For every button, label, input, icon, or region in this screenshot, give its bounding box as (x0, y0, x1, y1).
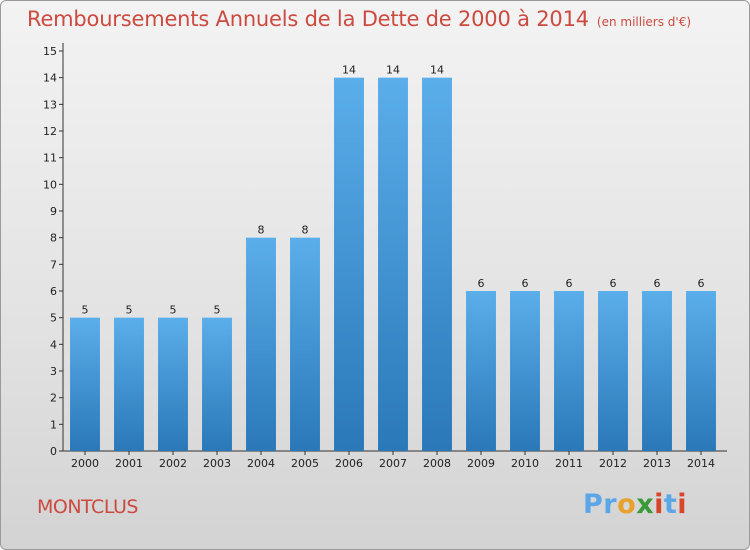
y-tick-label: 2 (50, 392, 57, 405)
proxiti-logo[interactable]: Proxiti (583, 489, 687, 520)
chart-header: Remboursements Annuels de la Dette de 20… (27, 7, 691, 31)
data-label: 8 (258, 224, 265, 237)
y-tick-label: 0 (50, 445, 57, 458)
x-tick-label: 2009 (467, 457, 495, 470)
chart-unit: (en milliers d'€) (596, 15, 692, 29)
x-tick-label: 2013 (643, 457, 671, 470)
chart-title: Remboursements Annuels de la Dette de 20… (27, 7, 589, 31)
x-tick-label: 2000 (71, 457, 99, 470)
x-tick-label: 2008 (423, 457, 451, 470)
logo-letter: i (654, 489, 664, 520)
bar (114, 317, 144, 451)
bar (510, 291, 540, 451)
y-tick-label: 1 (50, 418, 57, 431)
y-tick-label: 6 (50, 285, 57, 298)
bar (334, 77, 364, 452)
bar (422, 77, 452, 452)
data-label: 6 (654, 277, 661, 290)
y-tick-label: 15 (43, 45, 57, 58)
y-tick-label: 3 (50, 365, 57, 378)
x-tick-label: 2014 (687, 457, 715, 470)
bar (554, 291, 584, 451)
x-tick-label: 2004 (247, 457, 275, 470)
bar (466, 291, 496, 451)
data-label: 14 (430, 64, 444, 77)
x-tick-label: 2003 (203, 457, 231, 470)
x-tick-label: 2001 (115, 457, 143, 470)
y-tick-label: 5 (50, 312, 57, 325)
y-tick-label: 7 (50, 258, 57, 271)
commune-name: MONTCLUS (37, 496, 138, 518)
y-tick-label: 9 (50, 205, 57, 218)
y-tick-label: 14 (43, 72, 57, 85)
bar (686, 291, 716, 451)
bar (202, 317, 232, 451)
y-tick-label: 11 (43, 152, 57, 165)
x-tick-label: 2007 (379, 457, 407, 470)
bar (598, 291, 628, 451)
data-label: 14 (386, 64, 400, 77)
x-tick-label: 2012 (599, 457, 627, 470)
y-tick-label: 12 (43, 125, 57, 138)
logo-letter: r (603, 489, 618, 520)
data-label: 5 (126, 304, 133, 317)
bar (642, 291, 672, 451)
logo-letter: P (583, 489, 604, 520)
data-label: 6 (698, 277, 705, 290)
x-tick-label: 2002 (159, 457, 187, 470)
data-label: 6 (478, 277, 485, 290)
x-tick-label: 2010 (511, 457, 539, 470)
data-label: 6 (566, 277, 573, 290)
data-label: 6 (610, 277, 617, 290)
data-label: 5 (82, 304, 89, 317)
data-label: 8 (302, 224, 309, 237)
x-tick-label: 2005 (291, 457, 319, 470)
bar (158, 317, 188, 451)
data-label: 6 (522, 277, 529, 290)
logo-letter: t (663, 489, 678, 520)
x-tick-label: 2006 (335, 457, 363, 470)
logo-letter: i (677, 489, 688, 520)
y-tick-label: 4 (50, 338, 57, 351)
bar (246, 237, 276, 451)
data-label: 5 (214, 304, 221, 317)
data-label: 14 (342, 64, 356, 77)
logo-letter: o (617, 489, 637, 520)
y-tick-label: 10 (43, 178, 57, 191)
bar (70, 317, 100, 451)
bar (378, 77, 408, 452)
logo-letter: x (636, 489, 655, 520)
y-tick-label: 13 (43, 98, 57, 111)
data-label: 5 (170, 304, 177, 317)
y-tick-label: 8 (50, 232, 57, 245)
x-tick-label: 2011 (555, 457, 583, 470)
bar (290, 237, 320, 451)
